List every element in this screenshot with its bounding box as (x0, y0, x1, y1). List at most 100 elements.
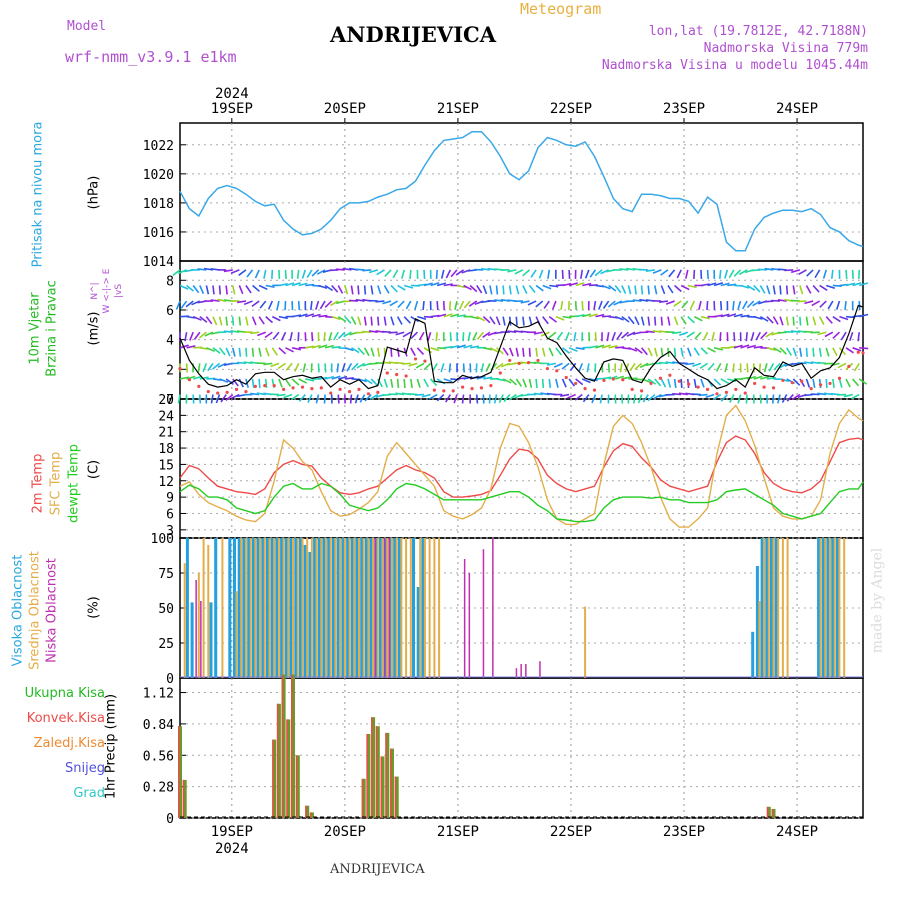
wind-arrow (799, 285, 804, 295)
cloud-bar-1 (320, 538, 323, 678)
wind-arrow (423, 269, 426, 279)
wind-arrow (515, 347, 519, 357)
wind-gust-dot (847, 364, 851, 368)
wind-arrow (390, 284, 398, 293)
wind-arrow (522, 378, 528, 388)
wind-arrow (607, 300, 616, 308)
cloud-bar-0 (765, 538, 769, 678)
wind-arrow (773, 362, 781, 371)
cloud-bar-1 (372, 538, 375, 678)
wind-gust-dot (658, 376, 663, 380)
wind-arrow (753, 284, 761, 293)
wind-gust-dot (621, 378, 625, 382)
wind-arrow (311, 344, 321, 349)
cloud-bar-0 (397, 538, 401, 678)
cloud-bar-0 (270, 538, 274, 678)
wind-arrow (826, 284, 836, 289)
cloud-bar-0 (256, 538, 260, 678)
wind-arrow (463, 344, 473, 349)
wind-arrow (781, 394, 788, 403)
wind-arrow (343, 331, 352, 338)
wind-arrow (584, 269, 590, 279)
wind-arrow (673, 316, 679, 326)
wind-arrow (667, 316, 671, 326)
temperature-panel-frame (179, 398, 864, 539)
wind-arrow (199, 285, 205, 295)
wind-arrow (660, 316, 663, 326)
wind-arrow (199, 376, 209, 380)
wind-arrow (772, 316, 779, 325)
wind-gust-dot (555, 369, 559, 373)
wind-arrow (238, 347, 242, 357)
precip-bar (295, 755, 300, 818)
precipitation-ytick-label: 1.12 (143, 687, 174, 702)
conv-precip-bar (375, 726, 378, 818)
wind-arrow (192, 375, 203, 380)
wind-arrow (773, 347, 782, 353)
wind-arrow (824, 331, 834, 338)
wind-gust-dot (291, 386, 295, 390)
wind-arrow (707, 347, 716, 353)
precip-bar (385, 732, 390, 818)
precip-bar (371, 717, 376, 818)
wind-arrow (440, 363, 445, 373)
wind-arrow (562, 282, 572, 287)
wind-arrow (515, 285, 520, 295)
wind-arrow (206, 347, 216, 352)
wind-arrow (766, 347, 776, 351)
wind-arrow (706, 301, 709, 311)
conv-precip-bar (361, 778, 364, 818)
wind-arrow (546, 362, 557, 366)
wind-arrow (589, 269, 597, 278)
wind-gust-dot (442, 389, 446, 393)
wind-arrow (331, 375, 341, 380)
cloud-bar-1 (282, 538, 285, 678)
wind-arrow (482, 285, 488, 295)
cloud-bar-1 (433, 538, 436, 678)
wind-arrow (771, 299, 781, 302)
wind-arrow (449, 332, 452, 342)
wind-arrow (388, 393, 398, 396)
wind-arrow (431, 362, 438, 372)
wind-arrow (258, 347, 262, 357)
wind-arrow (359, 394, 366, 403)
wind-arrow (177, 394, 181, 404)
wind-arrow (574, 301, 577, 311)
wind-arrow (276, 393, 286, 397)
wind-arrow (376, 269, 385, 276)
conv-precip-bar (291, 674, 293, 818)
wind-arrow (715, 363, 722, 372)
wind-arrow (257, 331, 267, 337)
cloud-bar-0 (228, 538, 232, 678)
wind-arrow (328, 331, 333, 342)
wind-arrow (263, 362, 273, 366)
wind-arrow (812, 378, 816, 388)
wind-gust-dot (781, 378, 785, 383)
wind-arrow (694, 331, 702, 340)
wind-arrow (470, 345, 480, 349)
precip-bar (390, 748, 394, 818)
wind-arrow (548, 331, 557, 339)
cloud-bar-0 (261, 538, 265, 678)
wind-gust-dot (837, 376, 842, 380)
wind-arrow (778, 362, 788, 369)
wind-arrow (238, 316, 242, 326)
wind-arrow (805, 378, 811, 388)
cloud-bar-1 (386, 538, 389, 678)
wind-arrow (324, 300, 333, 308)
bottom-day-label: 22SEP (550, 824, 592, 840)
wind-arrow (462, 363, 465, 373)
wind-arrow (456, 284, 466, 289)
wind-arrow (436, 393, 445, 402)
wind-arrow (429, 378, 438, 387)
wind-arrow (210, 299, 220, 302)
wind-arrow (634, 285, 637, 295)
cloud-bar-0 (336, 538, 340, 678)
wind-arrow (368, 330, 378, 334)
wind-arrow (324, 344, 334, 349)
wind-arrow (746, 363, 749, 373)
wind-arrow (786, 347, 792, 356)
cloud-bar-1 (843, 538, 846, 678)
cloud-bar-1 (819, 538, 822, 678)
wind-arrow (463, 300, 471, 309)
